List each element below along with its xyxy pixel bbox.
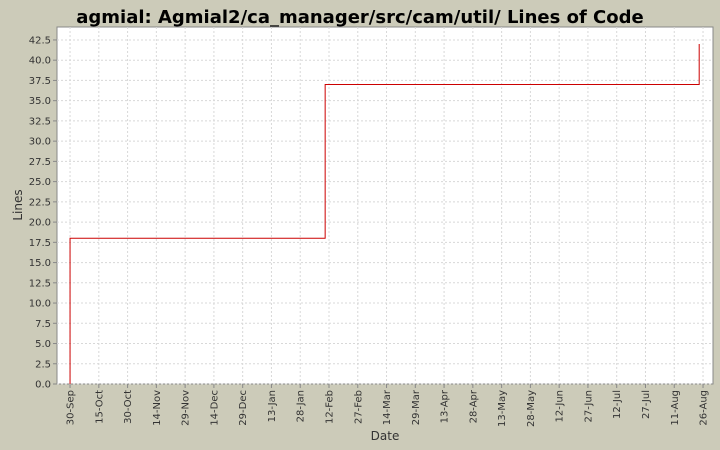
y-tick-label: 37.5 — [29, 76, 51, 87]
x-tick-label: 28-May — [526, 390, 537, 427]
y-tick-label: 40.0 — [29, 56, 51, 67]
x-tick-label: 27-Jun — [583, 390, 594, 423]
x-tick-label: 28-Apr — [468, 389, 479, 423]
y-tick-label: 12.5 — [29, 278, 51, 289]
x-tick-label: 29-Dec — [238, 390, 249, 426]
plot-area — [56, 26, 714, 385]
y-tick-label: 5.0 — [35, 339, 51, 350]
y-tick-label: 30.0 — [29, 137, 51, 148]
y-tick-label: 17.5 — [29, 238, 51, 249]
x-tick-label: 29-Nov — [181, 390, 192, 426]
x-tick-label: 27-Feb — [353, 390, 364, 424]
x-tick-label: 27-Jul — [641, 390, 652, 419]
x-tick-label: 14-Mar — [382, 389, 393, 425]
y-tick-label: 22.5 — [29, 197, 51, 208]
y-tick-label: 42.5 — [29, 35, 51, 46]
x-tick-label: 12-Feb — [324, 390, 335, 424]
x-tick-label: 12-Jul — [612, 390, 623, 419]
x-tick-label: 30-Sep — [66, 390, 77, 425]
x-axis-label: Date — [371, 429, 400, 443]
x-tick-label: 15-Oct — [94, 390, 105, 424]
x-tick-label: 13-Jan — [267, 390, 278, 422]
y-tick-label: 15.0 — [29, 258, 51, 269]
y-axis-label: Lines — [11, 189, 25, 220]
line-series — [69, 44, 700, 384]
y-tick-label: 35.0 — [29, 96, 51, 107]
x-tick-label: 11-Aug — [670, 390, 681, 426]
x-tick-label: 14-Dec — [209, 390, 220, 426]
x-tick-label: 14-Nov — [152, 390, 163, 426]
x-tick-label: 28-Jan — [296, 390, 307, 422]
y-tick-label: 7.5 — [35, 319, 51, 330]
x-tick-label: 30-Oct — [123, 390, 134, 424]
x-tick-label: 12-Jun — [555, 390, 566, 423]
x-tick-label: 29-Mar — [411, 389, 422, 425]
y-tick-label: 10.0 — [29, 299, 51, 310]
y-tick-label: 2.5 — [35, 359, 51, 370]
y-tick-label: 27.5 — [29, 157, 51, 168]
y-tick-label: 20.0 — [29, 218, 51, 229]
x-tick-label: 26-Aug — [699, 390, 710, 426]
x-tick-label: 13-Apr — [440, 389, 451, 423]
chart-title: agmial: Agmial2/ca_manager/src/cam/util/… — [76, 7, 643, 28]
y-tick-label: 25.0 — [29, 177, 51, 188]
y-tick-label: 0.0 — [35, 380, 51, 391]
y-tick-label: 32.5 — [29, 116, 51, 127]
x-tick-label: 13-May — [497, 390, 508, 427]
